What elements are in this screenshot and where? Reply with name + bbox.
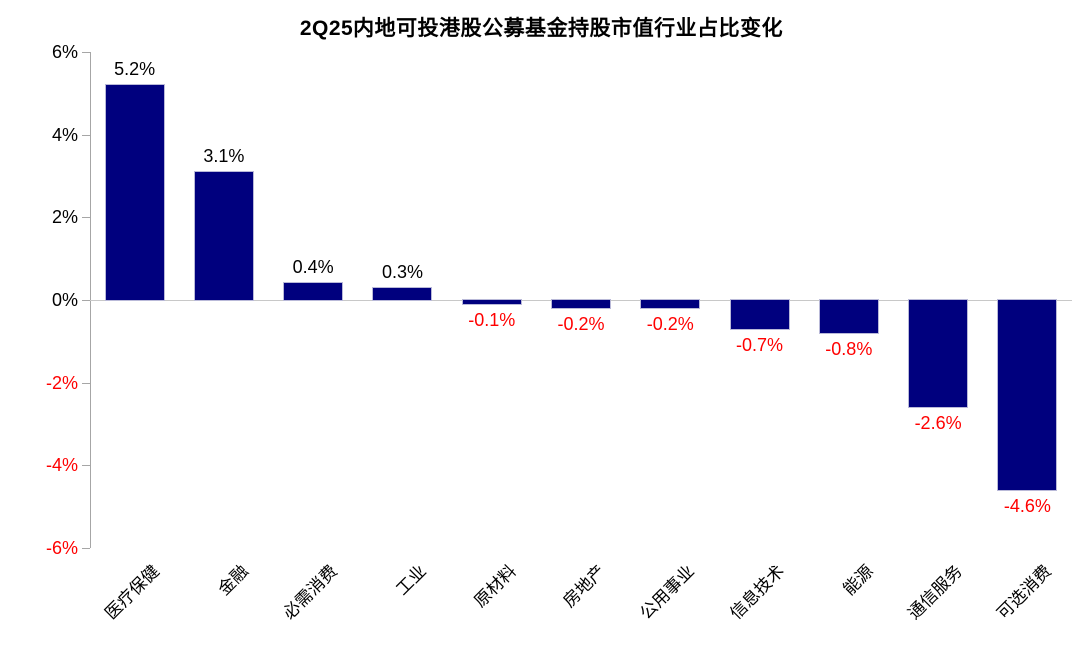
bar-3 — [284, 283, 343, 300]
bar-1 — [105, 85, 164, 300]
y-axis-tick — [82, 52, 90, 53]
plot-area: 5.2% 3.1% 0.4% 0.3% -0.1% -0.2% -0.2% -0.7% -0.8… — [90, 52, 1072, 548]
bar-2 — [194, 171, 253, 300]
y-axis-tick — [82, 548, 90, 549]
bar-6 — [552, 300, 610, 309]
y-tick-label: -2% — [45, 372, 78, 393]
y-tick-label: 4% — [51, 124, 78, 145]
y-tick-label: 0% — [51, 290, 78, 310]
bar-value-label: 0.3% — [381, 261, 423, 282]
y-axis-tick — [82, 382, 90, 384]
x-category-label: 医疗保健 — [101, 561, 163, 624]
bar-value-label: -2.6% — [914, 413, 962, 434]
bar-5 — [462, 300, 521, 305]
y-tick-label: 6% — [51, 42, 78, 62]
bar-value-label: 0.4% — [292, 257, 334, 278]
y-axis-tick — [82, 465, 90, 467]
x-category-label: 金融 — [214, 561, 252, 600]
y-axis-tick — [82, 300, 90, 301]
y-axis-tick — [82, 217, 90, 219]
bar-value-label: -0.1% — [468, 310, 516, 331]
bar-value-label: -0.8% — [825, 339, 873, 360]
bar-11 — [998, 300, 1057, 491]
bar-value-label: 5.2% — [114, 59, 156, 80]
bar-10 — [909, 300, 968, 408]
y-tick-label: -4% — [45, 455, 78, 476]
x-category-label: 原材料 — [470, 561, 520, 612]
bar-value-label: -4.6% — [1003, 496, 1051, 517]
bar-8 — [730, 300, 789, 329]
bar-7 — [641, 300, 700, 309]
bar-value-label: -0.2% — [557, 314, 605, 335]
bar-4 — [373, 287, 432, 300]
x-category-label: 工业 — [392, 561, 431, 600]
bar-9 — [819, 300, 878, 334]
y-axis-tick — [82, 134, 90, 136]
bar-value-label: -0.7% — [736, 334, 784, 355]
x-category-label: 能源 — [839, 561, 877, 600]
x-category-label: 房地产 — [559, 561, 609, 612]
bar-value-label: 3.1% — [203, 145, 245, 166]
x-category-label: 必需消费 — [279, 561, 342, 624]
x-category-label: 信息技术 — [725, 561, 788, 624]
x-category-label: 可选消费 — [993, 561, 1056, 624]
y-tick-label: -6% — [45, 538, 78, 558]
bar-value-label: -0.2% — [646, 314, 694, 335]
x-category-label: 通信服务 — [904, 561, 967, 624]
chart-title: 2Q25内地可投港股公募基金持股市值行业占比变化 — [299, 17, 784, 40]
x-category-label: 公用事业 — [636, 561, 699, 624]
y-tick-label: 2% — [51, 207, 78, 228]
